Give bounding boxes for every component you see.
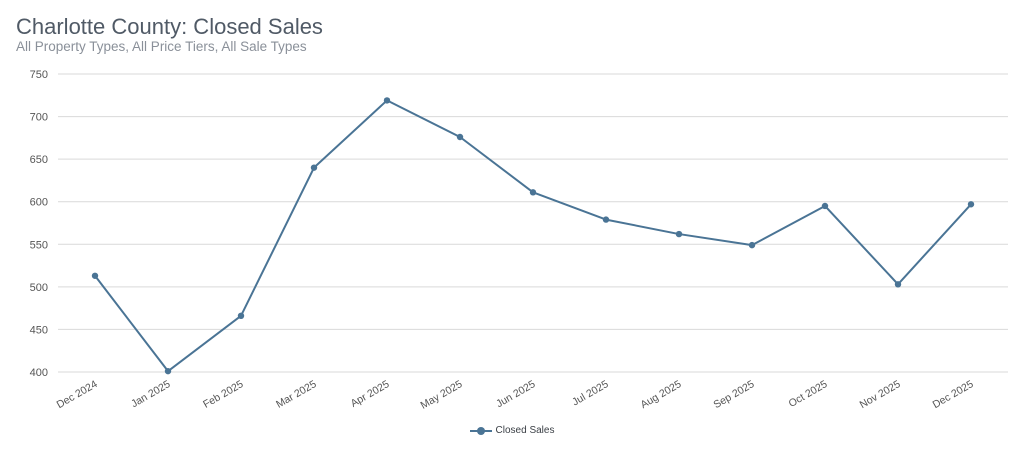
data-point[interactable] xyxy=(237,312,245,320)
x-tick-label: Jun 2025 xyxy=(494,378,538,410)
x-tick-label: Aug 2025 xyxy=(639,378,684,411)
y-tick-label: 500 xyxy=(30,282,48,294)
data-point[interactable] xyxy=(894,281,902,288)
legend-marker-icon xyxy=(469,426,492,436)
data-point[interactable] xyxy=(748,241,756,249)
data-point[interactable] xyxy=(91,272,99,279)
x-tick-label: Mar 2025 xyxy=(274,378,319,411)
y-tick-label: 750 xyxy=(30,69,48,81)
series-line xyxy=(94,99,972,373)
data-point[interactable] xyxy=(821,202,829,210)
x-tick-label: Dec 2025 xyxy=(931,378,976,411)
data-point[interactable] xyxy=(310,164,318,171)
chart-subtitle: All Property Types, All Price Tiers, All… xyxy=(16,39,307,54)
x-tick-label: Sep 2025 xyxy=(712,378,757,411)
x-tick-label: Jul 2025 xyxy=(570,378,611,408)
y-tick-label: 450 xyxy=(30,324,48,336)
x-tick-label: Feb 2025 xyxy=(201,378,246,411)
data-point[interactable] xyxy=(164,367,172,375)
chart-title: Charlotte County: Closed Sales xyxy=(16,14,323,39)
y-tick-label: 400 xyxy=(30,367,48,379)
y-tick-label: 650 xyxy=(30,154,48,166)
x-tick-label: Dec 2024 xyxy=(55,378,100,411)
x-tick-label: Apr 2025 xyxy=(349,378,392,410)
data-point[interactable] xyxy=(383,97,391,104)
data-point[interactable] xyxy=(456,133,464,141)
x-tick-label: May 2025 xyxy=(419,378,465,412)
data-point[interactable] xyxy=(529,189,537,196)
y-tick-label: 550 xyxy=(30,239,48,251)
data-point[interactable] xyxy=(602,216,610,223)
data-point[interactable] xyxy=(967,201,975,208)
y-tick-label: 600 xyxy=(30,197,48,209)
legend[interactable]: Closed Sales xyxy=(0,425,1024,436)
data-point[interactable] xyxy=(675,230,683,238)
x-tick-label: Nov 2025 xyxy=(858,378,903,411)
x-tick-label: Oct 2025 xyxy=(787,378,830,410)
y-tick-label: 700 xyxy=(30,112,48,124)
legend-label: Closed Sales xyxy=(495,425,555,436)
x-tick-label: Jan 2025 xyxy=(129,378,173,410)
